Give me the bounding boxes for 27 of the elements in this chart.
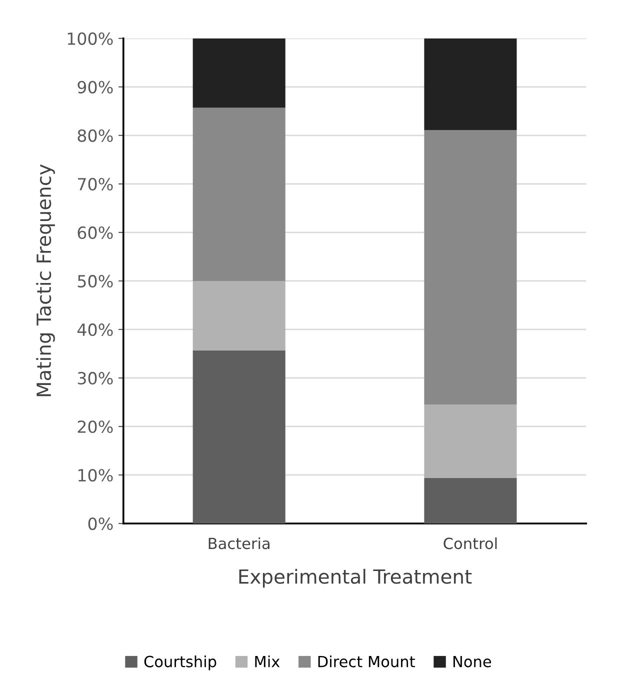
y-tick-label: 30% <box>78 372 113 385</box>
bar <box>192 38 286 108</box>
bar <box>192 280 286 350</box>
legend-label: Courtship <box>144 656 216 670</box>
bar <box>424 478 517 524</box>
x-tick-label: Bacteria <box>208 537 270 550</box>
bar <box>424 38 517 130</box>
y-tick-label: 10% <box>78 468 113 482</box>
y-axis-title: Mating Tactic Frequency <box>36 164 55 396</box>
y-tick-label: 80% <box>78 129 113 142</box>
x-axis-title: Experimental Treatment <box>239 568 472 588</box>
y-tick-label: 60% <box>78 226 113 240</box>
y-tick-label: 0% <box>88 517 113 530</box>
bar <box>424 404 517 478</box>
y-tick-label: 20% <box>78 420 113 434</box>
legend-label: Mix <box>255 656 280 668</box>
y-tick-label: 100% <box>68 32 113 45</box>
legend-label: Direct Mount <box>318 656 415 668</box>
bar <box>424 130 517 405</box>
y-tick-label: 90% <box>78 80 113 94</box>
y-tick-label: 70% <box>78 178 113 190</box>
bar <box>192 108 286 281</box>
y-tick-label: 40% <box>77 323 113 336</box>
y-tick-label: 50% <box>78 274 113 288</box>
legend-label: None <box>453 656 492 668</box>
x-tick-label: Control <box>444 537 497 550</box>
bar <box>192 350 286 524</box>
